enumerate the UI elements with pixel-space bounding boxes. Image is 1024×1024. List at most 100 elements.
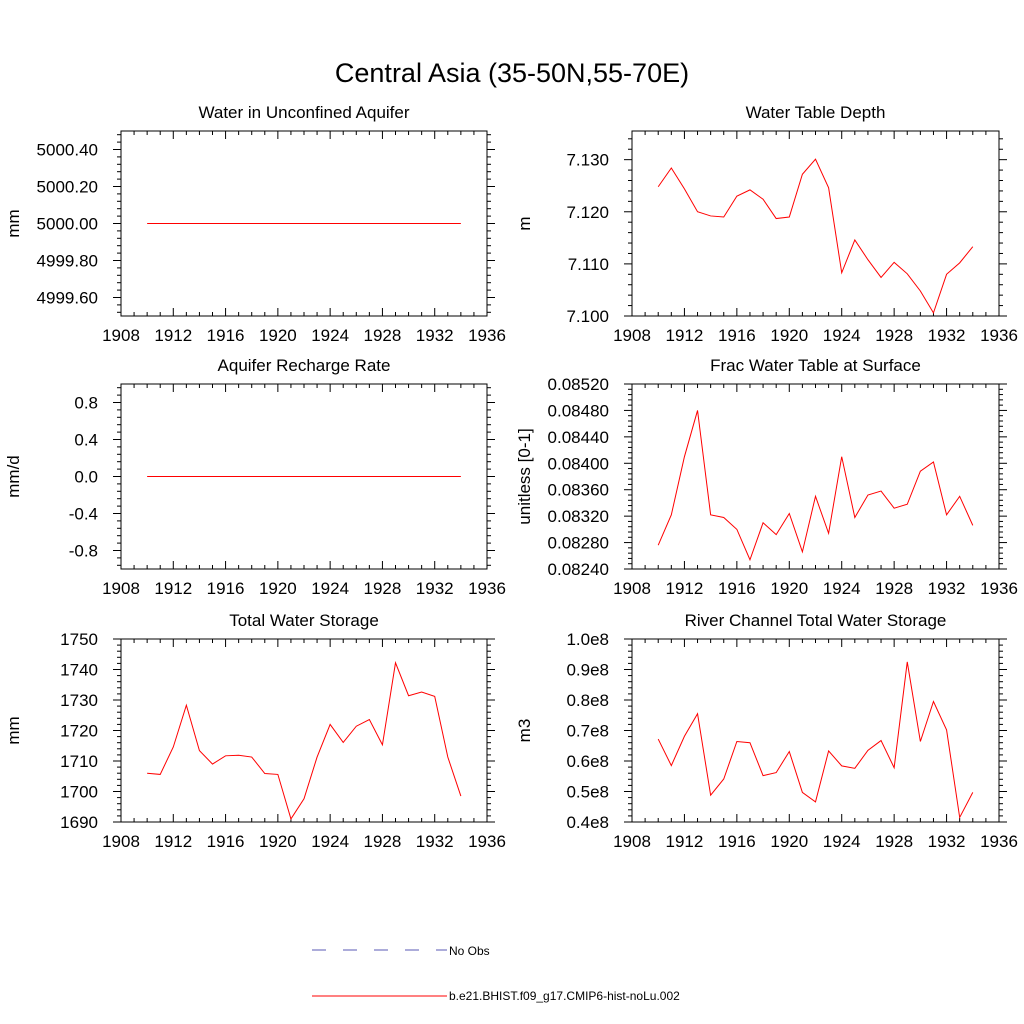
x-tick-label: 1920 <box>259 326 297 345</box>
x-tick-label: 1928 <box>364 326 402 345</box>
panel-1: Water in Unconfined Aquifer mm 1908 1912 191… <box>4 103 506 345</box>
y-tick-label: 7.130 <box>566 151 609 170</box>
y-tick-label: 7.110 <box>568 255 609 274</box>
series-line <box>657 158 974 315</box>
x-tick-label: 1908 <box>613 579 651 598</box>
x-tick-label: 1920 <box>770 832 808 851</box>
y-tick-label: 5000.20 <box>37 178 98 197</box>
panel-6: River Channel Total Water Storage m3 1908 1… <box>515 611 1018 851</box>
x-tick-label: 1928 <box>875 579 913 598</box>
panel-title: Water Table Depth <box>746 103 886 122</box>
x-tick-label: 1908 <box>613 832 651 851</box>
y-tick-label: 0.8e8 <box>566 691 609 710</box>
x-tick-label: 1928 <box>875 326 913 345</box>
y-tick-label: 0.8 <box>74 394 98 413</box>
y-tick-label: 0.08440 <box>548 428 609 447</box>
x-tick-label: 1924 <box>823 832 861 851</box>
y-axis-label: mm <box>4 209 23 237</box>
x-tick-label: 1928 <box>364 579 402 598</box>
y-tick-label: 0.08480 <box>548 401 609 420</box>
x-tick-label: 1908 <box>102 326 140 345</box>
x-tick-label: 1916 <box>718 579 756 598</box>
series-line <box>147 660 462 821</box>
y-tick-label: -0.8 <box>69 542 98 561</box>
x-tick-label: 1916 <box>718 326 756 345</box>
x-tick-label: 1916 <box>207 326 245 345</box>
x-tick-label: 1936 <box>980 832 1018 851</box>
x-tick-label: 1936 <box>468 579 506 598</box>
y-tick-label: 0.08360 <box>548 481 609 500</box>
y-tick-label: 0.6e8 <box>566 752 609 771</box>
x-tick-label: 1928 <box>364 832 402 851</box>
x-tick-label: 1924 <box>311 579 349 598</box>
y-tick-label: 1720 <box>60 722 98 741</box>
x-tick-label: 1924 <box>823 326 861 345</box>
panel-title: Aquifer Recharge Rate <box>218 356 391 375</box>
y-axis-label: m3 <box>515 719 534 743</box>
y-tick-label: -0.4 <box>69 505 98 524</box>
x-tick-label: 1920 <box>770 326 808 345</box>
y-tick-label: 0.4 <box>74 431 98 450</box>
plot-frame <box>631 383 1000 570</box>
x-tick-label: 1932 <box>928 579 966 598</box>
x-tick-label: 1912 <box>666 579 704 598</box>
y-tick-label: 0.08400 <box>548 454 609 473</box>
legend: No Obs b.e21.BHIST.f09_g17.CMIP6-hist-no… <box>312 944 680 1003</box>
panel-2: Water Table Depth m 1908 1912 1916 1920 1924 19… <box>515 103 1018 345</box>
x-tick-label: 1936 <box>468 326 506 345</box>
x-tick-label: 1912 <box>666 326 704 345</box>
y-tick-label: 1700 <box>60 783 98 802</box>
y-tick-label: 1710 <box>60 752 98 771</box>
y-axis-label: mm/d <box>4 455 23 498</box>
plot-frame <box>631 638 1000 823</box>
y-tick-label: 0.5e8 <box>566 783 609 802</box>
panel-title: Water in Unconfined Aquifer <box>198 103 409 122</box>
y-tick-label: 0.4e8 <box>566 813 609 832</box>
panel-5: Total Water Storage mm 1908 1912 1916 1920 192… <box>4 611 506 851</box>
x-tick-label: 1912 <box>154 579 192 598</box>
y-tick-label: 7.100 <box>566 307 609 326</box>
y-tick-label: 0.08320 <box>548 507 609 526</box>
x-tick-label: 1912 <box>666 832 704 851</box>
x-tick-label: 1920 <box>259 832 297 851</box>
x-tick-label: 1916 <box>718 832 756 851</box>
x-tick-label: 1916 <box>207 579 245 598</box>
panel-title: Total Water Storage <box>229 611 379 630</box>
y-tick-label: 0.7e8 <box>566 722 609 741</box>
x-tick-label: 1932 <box>928 326 966 345</box>
x-tick-label: 1920 <box>259 579 297 598</box>
y-tick-label: 0.08520 <box>548 375 609 394</box>
x-tick-label: 1936 <box>980 579 1018 598</box>
x-tick-label: 1924 <box>823 579 861 598</box>
x-tick-label: 1916 <box>207 832 245 851</box>
legend-label-model: b.e21.BHIST.f09_g17.CMIP6-hist-noLu.002 <box>449 989 680 1003</box>
figure-title: Central Asia (35-50N,55-70E) <box>335 58 689 88</box>
y-tick-label: 1750 <box>60 630 98 649</box>
plot-frame <box>120 638 488 823</box>
panel-3: Aquifer Recharge Rate mm/d 1908 1912 1916 192… <box>4 356 506 598</box>
x-tick-label: 1912 <box>154 326 192 345</box>
y-tick-label: 5000.40 <box>37 141 98 160</box>
y-tick-label: 1730 <box>60 691 98 710</box>
panel-title: River Channel Total Water Storage <box>685 611 947 630</box>
y-tick-label: 0.0 <box>74 468 98 487</box>
x-tick-label: 1924 <box>311 326 349 345</box>
y-tick-label: 0.08240 <box>548 560 609 579</box>
panel-title: Frac Water Table at Surface <box>710 356 921 375</box>
x-tick-label: 1932 <box>416 832 454 851</box>
x-tick-label: 1908 <box>613 326 651 345</box>
x-tick-label: 1936 <box>980 326 1018 345</box>
y-tick-label: 1690 <box>60 813 98 832</box>
y-tick-label: 0.9e8 <box>566 661 609 680</box>
x-tick-label: 1912 <box>154 832 192 851</box>
x-tick-label: 1932 <box>928 832 966 851</box>
y-tick-label: 1.0e8 <box>566 630 609 649</box>
y-tick-label: 1740 <box>60 661 98 680</box>
panels: Water in Unconfined Aquifer mm 1908 1912 191… <box>4 103 1018 851</box>
y-axis-label: mm <box>4 716 23 744</box>
x-tick-label: 1936 <box>468 832 506 851</box>
y-tick-label: 5000.00 <box>37 215 98 234</box>
y-tick-label: 4999.80 <box>37 252 98 271</box>
x-tick-label: 1924 <box>311 832 349 851</box>
